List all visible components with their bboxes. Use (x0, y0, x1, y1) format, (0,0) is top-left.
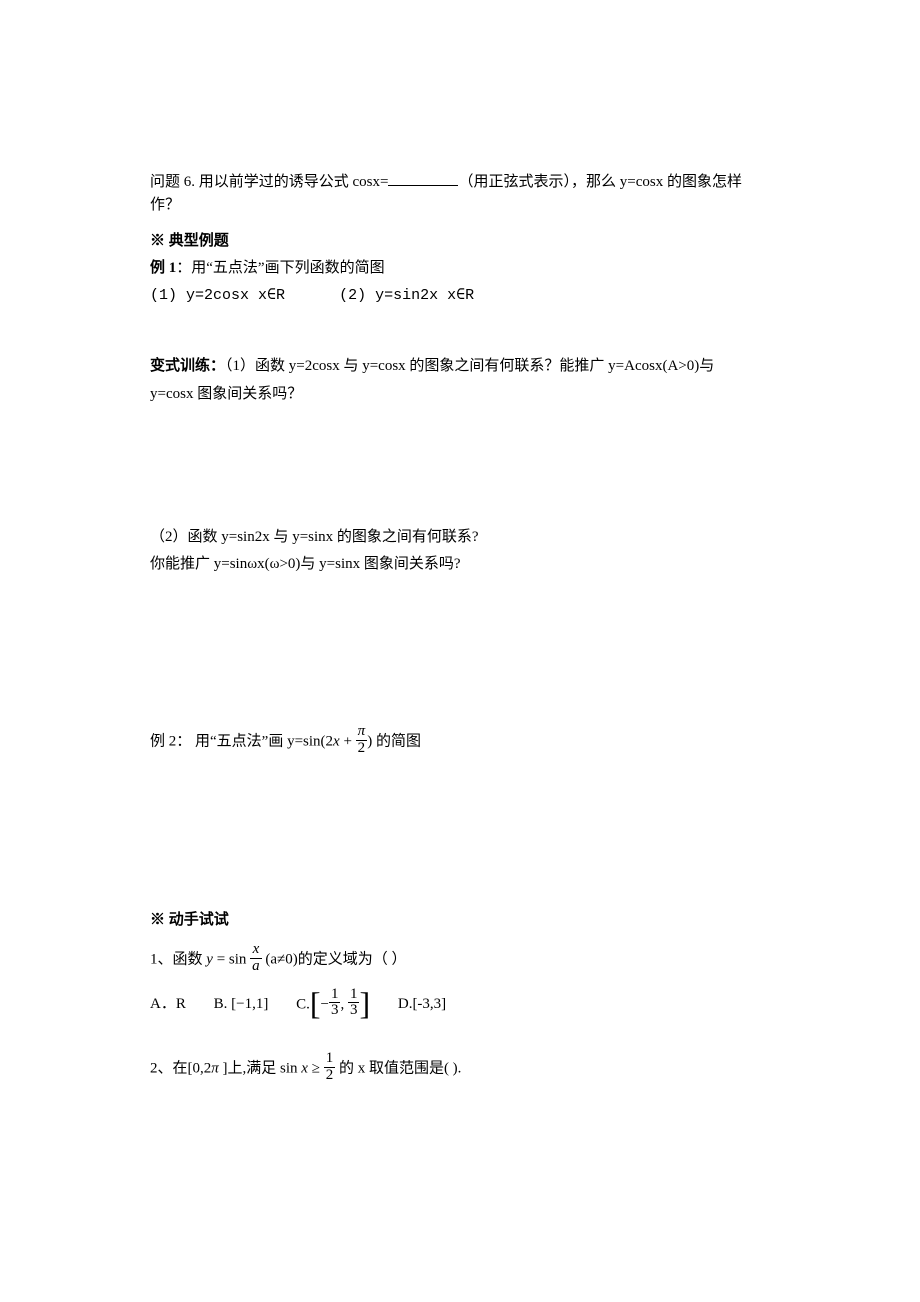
q1-option-c: C.[−13, 13] (296, 989, 370, 1022)
example-1: 例 1：用“五点法”画下列函数的简图 (150, 257, 770, 280)
q1-option-b: B. [−1,1] (214, 993, 269, 1016)
q1-fraction: xa (250, 942, 262, 975)
q2-suffix: 的 x 取值范围是( ). (335, 1061, 461, 1077)
ex1-text: ：用“五点法”画下列函数的简图 (176, 260, 384, 276)
ex2-fraction: π2 (356, 724, 368, 757)
q1-c-lden: 3 (329, 1002, 341, 1019)
q1-y: y (206, 952, 213, 968)
ex2-arg-left: 2 (326, 734, 334, 750)
ex2-suffix: 的简图 (372, 734, 421, 750)
ex2-frac-num: π (356, 724, 368, 740)
ex1-item1: (1) y=2cosx x∈R (150, 287, 285, 304)
q1-option-a: A．R (150, 993, 186, 1016)
document-page: 问题 6. 用以前学过的诱导公式 cosx=（用正弦式表示），那么 y=cosx… (0, 0, 920, 1302)
section-try-heading: ※ 动手试试 (150, 909, 770, 932)
variation-training: 变式训练：（1）函数 y=2cosx 与 y=cosx 的图象之间有何联系？能推… (150, 355, 770, 378)
q1-c-frac2: 13 (348, 987, 360, 1020)
variation-2-line1: （2）函数 y=sin2x 与 y=sinx 的图象之间有何联系? (150, 526, 770, 549)
q1-options: A．R B. [−1,1] C.[−13, 13] D.[-3,3] (150, 989, 770, 1022)
ex2-arg-plus: + (340, 734, 356, 750)
q1-prefix: 1、函数 (150, 952, 206, 968)
q1-frac-den: a (250, 958, 262, 975)
ex1-items: (1) y=2cosx x∈R (2) y=sin2x x∈R (150, 284, 770, 307)
q1-c-rnum: 1 (348, 987, 360, 1003)
q1-frac-num: x (250, 942, 262, 958)
q1-c-lnum: 1 (329, 987, 341, 1003)
ex1-label: 例 1 (150, 260, 176, 276)
variation-1-part2: y=cosx 图象间关系吗？ (150, 383, 770, 406)
q1-c-pre: C. (296, 996, 310, 1012)
section-examples-heading: ※ 典型例题 (150, 230, 770, 253)
variation-2-line2: 你能推广 y=sinωx(ω>0)与 y=sinx 图象间关系吗? (150, 553, 770, 576)
q1-option-d: D.[-3,3] (398, 993, 446, 1016)
blank-fill (388, 170, 458, 186)
try-question-2: 2、在[0,2π ]上,满足 sin x ≥ 12 的 x 取值范围是( ). (150, 1053, 770, 1086)
q1-eq: = sin (213, 952, 246, 968)
q6-before: 用以前学过的诱导公式 cosx= (195, 174, 388, 190)
q1-b-math: [−1,1] (231, 996, 268, 1012)
q2-frac-den: 2 (324, 1067, 336, 1084)
try-question-1: 1、函数 y = sin xa (a≠0)的定义域为（ ） (150, 944, 770, 977)
ex2-prefix: 例 2： 用“五点法”画 y=sin( (150, 734, 326, 750)
variation-2-text1: （2）函数 y=sin2x 与 y=sinx 的图象之间有何联系? (150, 529, 479, 545)
ex1-item2: (2) y=sin2x x∈R (339, 287, 474, 304)
ex2-arg-var: x (333, 734, 340, 750)
q1-c-frac1: 13 (329, 987, 341, 1020)
q2-geq: ≥ (308, 1061, 324, 1077)
ex2-frac-den: 2 (356, 740, 368, 757)
question-6: 问题 6. 用以前学过的诱导公式 cosx=（用正弦式表示），那么 y=cosx… (150, 170, 770, 218)
q2-pi: π (211, 1061, 219, 1077)
q2-prefix: 2、在[0,2 (150, 1061, 211, 1077)
q2-frac-num: 1 (324, 1051, 336, 1067)
variation-1-part1: （1）函数 y=2cosx 与 y=cosx 的图象之间有何联系？能推广 y=A… (225, 358, 714, 374)
q1-b-pre: B. (214, 996, 232, 1012)
q6-label: 问题 6. (150, 174, 195, 190)
q2-x: x (301, 1061, 308, 1077)
q2-fraction: 12 (324, 1051, 336, 1084)
q2-mid: ]上,满足 sin (219, 1061, 302, 1077)
right-bracket-icon: ] (359, 987, 370, 1019)
q1-c-rden: 3 (348, 1002, 360, 1019)
variation-label: 变式训练： (150, 358, 225, 374)
left-bracket-icon: [ (310, 987, 321, 1019)
q1-cond: (a≠0)的定义域为（ ） (262, 952, 407, 968)
example-2: 例 2： 用“五点法”画 y=sin(2x + π2) 的简图 (150, 726, 770, 759)
